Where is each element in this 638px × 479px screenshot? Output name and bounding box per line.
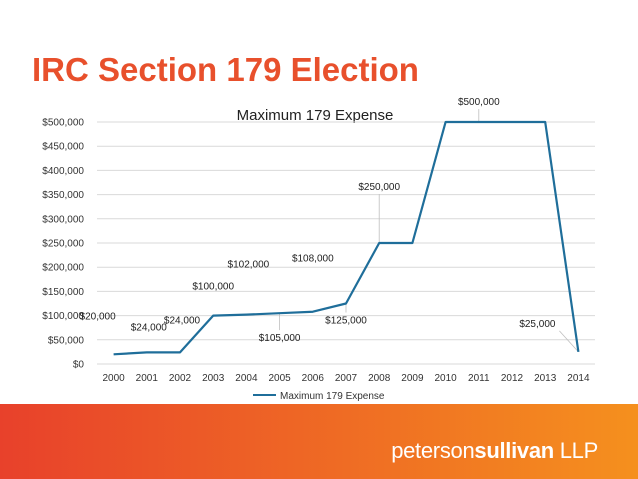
y-tick-label: $150,000 [42, 287, 84, 298]
series-line [113, 120, 580, 356]
data-label: $24,000 [131, 322, 168, 333]
x-tick-label: 2014 [567, 373, 590, 384]
x-tick-label: 2002 [169, 373, 192, 384]
x-tick-label: 2013 [534, 373, 557, 384]
data-label: $25,000 [519, 319, 556, 330]
x-tick-label: 2006 [302, 373, 325, 384]
y-tick-label: $350,000 [42, 190, 84, 201]
x-tick-label: 2003 [202, 373, 225, 384]
logo-text-llp: LLP [553, 438, 599, 463]
x-tick-label: 2011 [468, 373, 490, 384]
logo-text-sullivan: sullivan [474, 438, 554, 463]
x-tick-label: 2009 [401, 373, 424, 384]
y-tick-label: $300,000 [42, 214, 84, 225]
x-tick-label: 2007 [335, 373, 358, 384]
logo-text-peterson: peterson [391, 438, 475, 463]
y-tick-label: $50,000 [48, 335, 85, 346]
data-label: $500,000 [458, 97, 500, 108]
x-tick-label: 2012 [501, 373, 524, 384]
company-logo: petersonsullivan LLP [391, 438, 598, 464]
data-label: $20,000 [80, 311, 117, 322]
line-chart: Maximum 179 Expense $0 $50,000 $100,000 $15… [42, 97, 595, 402]
x-tick-label: 2004 [235, 373, 258, 384]
y-tick-label: $200,000 [42, 263, 84, 274]
data-label: $102,000 [228, 260, 270, 271]
y-tick-label: $250,000 [42, 239, 84, 250]
y-tick-label: $450,000 [42, 142, 84, 153]
x-tick-label: 2000 [102, 373, 125, 384]
data-label: $100,000 [192, 282, 234, 293]
x-tick-label: 2008 [368, 373, 391, 384]
x-tick-label: 2010 [434, 373, 457, 384]
footer-bar: petersonsullivan LLP [0, 404, 638, 479]
x-tick-label: 2005 [268, 373, 291, 384]
data-label-leader [559, 330, 579, 353]
chart-title: Maximum 179 Expense [237, 107, 394, 124]
data-label: $24,000 [164, 315, 201, 326]
slide-title: IRC Section 179 Election [32, 51, 419, 88]
data-label: $108,000 [292, 254, 334, 265]
y-tick-label: $500,000 [42, 118, 84, 129]
data-label: $125,000 [325, 316, 367, 327]
y-tick-label: $400,000 [42, 166, 84, 177]
legend: Maximum 179 Expense [253, 391, 385, 402]
y-tick-label: $100,000 [42, 311, 84, 322]
x-tick-label: 2001 [136, 373, 159, 384]
data-label: $250,000 [358, 182, 400, 193]
y-tick-label: $0 [73, 360, 85, 371]
data-label: $105,000 [259, 333, 301, 344]
legend-label: Maximum 179 Expense [280, 391, 385, 402]
